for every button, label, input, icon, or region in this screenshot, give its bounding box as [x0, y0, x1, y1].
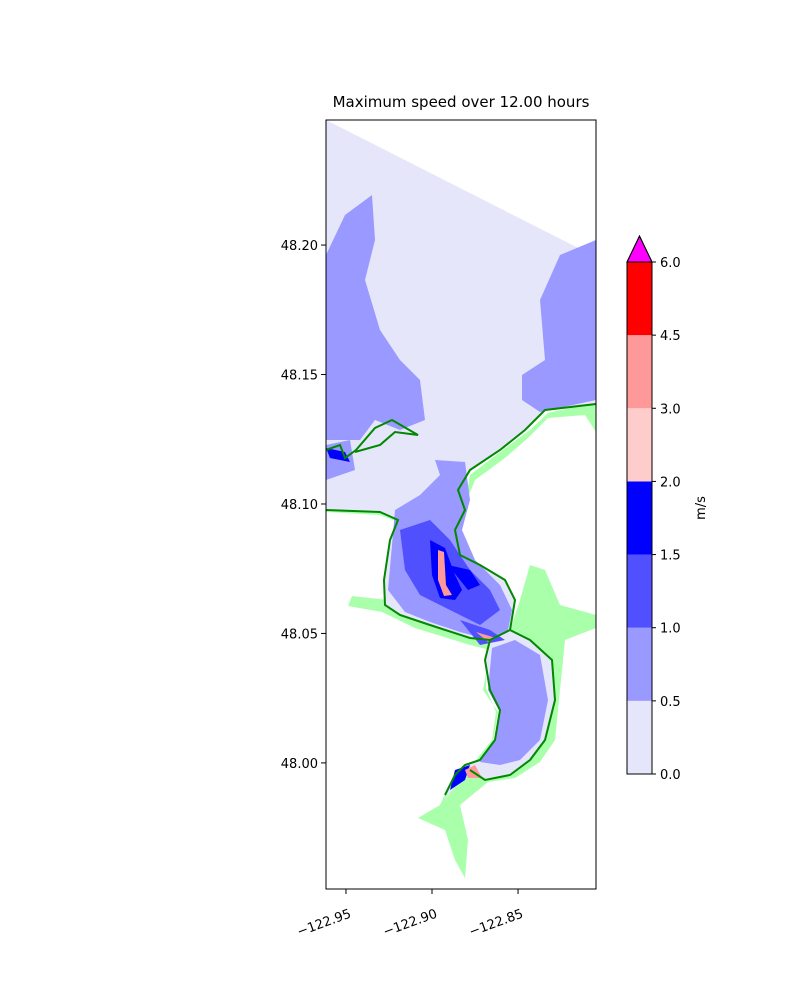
colorbar-tick-label: 0.0: [660, 768, 681, 783]
water-medium: [326, 195, 596, 765]
colorbar-label: m/s: [694, 496, 709, 520]
plot-frame: [325, 119, 597, 890]
colorbar-extend: [626, 234, 653, 263]
colorbar-band: [627, 481, 652, 555]
colorbar-tick-label: 2.0: [660, 475, 681, 490]
y-tick-label: 48.15: [281, 369, 318, 384]
colorbar-band: [627, 700, 652, 774]
colorbar-frame: [626, 234, 653, 775]
colorbar-band: [627, 408, 652, 482]
y-tick-label: 48.05: [281, 627, 318, 642]
colorbar-tick-label: 0.5: [660, 695, 681, 710]
x-tick-label: −122.95: [295, 907, 353, 940]
shoreline: [325, 403, 597, 796]
colorbar-band: [627, 335, 652, 409]
colorbar-tick-label: 3.0: [660, 402, 681, 417]
y-tick-label: 48.10: [281, 498, 318, 513]
x-tick-label: −122.90: [381, 907, 439, 940]
colorbar-band: [627, 554, 652, 628]
colorbar-tick-label: 4.5: [660, 329, 681, 344]
y-tick-label: 48.20: [281, 239, 318, 254]
map: [325, 119, 597, 890]
colorbar-tick-label: 6.0: [660, 256, 681, 271]
colorbar-tick-label: 1.0: [660, 622, 681, 637]
land-fringe: [465, 402, 596, 505]
water-low: [326, 120, 596, 800]
colorbar-band: [627, 262, 652, 336]
water-fast: [438, 550, 496, 778]
x-tick-label: −122.85: [467, 907, 525, 940]
colorbar-band: [627, 627, 652, 701]
colorbar-tick-label: 1.5: [660, 549, 681, 564]
y-tick-label: 48.00: [281, 757, 318, 772]
chart-title: Maximum speed over 12.00 hours: [333, 93, 590, 111]
